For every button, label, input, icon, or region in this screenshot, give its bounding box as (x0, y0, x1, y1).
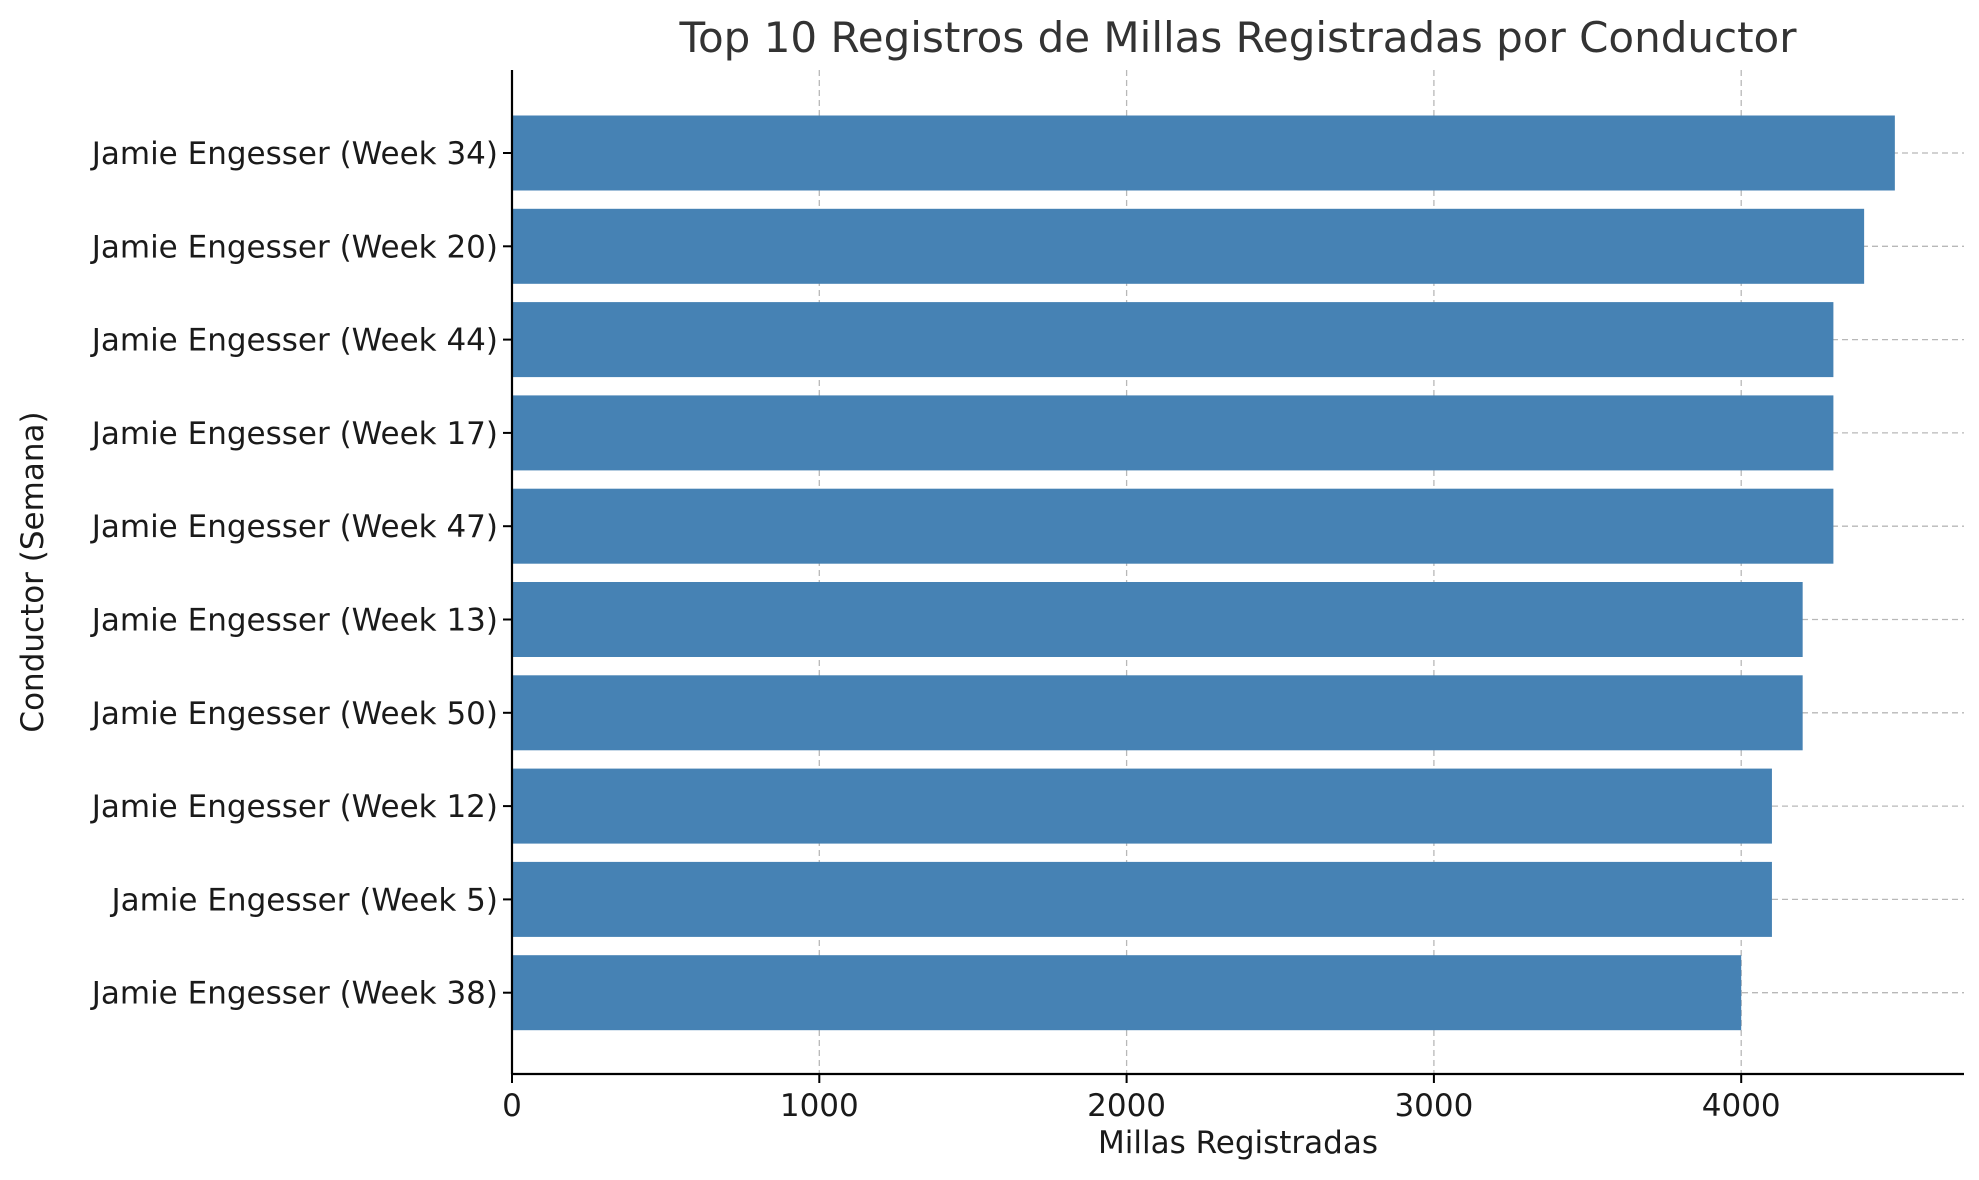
y-axis-ticks: Jamie Engesser (Week 34) Jamie Engesser (… (90, 136, 512, 1012)
bar (512, 768, 1772, 844)
y-tick-label: Jamie Engesser (Week 50) (90, 696, 498, 732)
y-tick-label: Jamie Engesser (Week 34) (90, 136, 498, 172)
x-axis-label: Millas Registradas (1098, 1125, 1378, 1161)
x-tick-label: 2000 (1087, 1088, 1166, 1124)
x-tick-label: 1000 (780, 1088, 859, 1124)
y-tick-label: Jamie Engesser (Week 5) (109, 882, 498, 918)
x-tick-label: 3000 (1394, 1088, 1473, 1124)
bar (512, 488, 1834, 564)
x-tick-label: 0 (502, 1088, 522, 1124)
x-tick-label: 4000 (1702, 1088, 1781, 1124)
bar (512, 675, 1803, 751)
axes (510, 70, 1964, 1076)
y-tick-label: Jamie Engesser (Week 20) (90, 229, 498, 265)
bar (512, 208, 1865, 284)
y-tick-label: Jamie Engesser (Week 12) (90, 789, 498, 825)
y-tick-label: Jamie Engesser (Week 13) (90, 603, 498, 639)
bars (512, 115, 1895, 1031)
y-tick-label: Jamie Engesser (Week 38) (90, 976, 498, 1012)
chart-title: Top 10 Registros de Millas Registradas p… (678, 13, 1797, 62)
y-tick-label: Jamie Engesser (Week 44) (90, 323, 498, 359)
bar (512, 115, 1895, 191)
x-axis-ticks: 0 1000 2000 3000 4000 (502, 1074, 1781, 1124)
bar (512, 302, 1834, 378)
bar (512, 395, 1834, 471)
y-axis-label: Conductor (Semana) (15, 411, 51, 732)
y-tick-label: Jamie Engesser (Week 47) (90, 509, 498, 545)
bar (512, 955, 1742, 1031)
y-tick-label: Jamie Engesser (Week 17) (90, 416, 498, 452)
bar (512, 861, 1772, 937)
bar (512, 582, 1803, 657)
